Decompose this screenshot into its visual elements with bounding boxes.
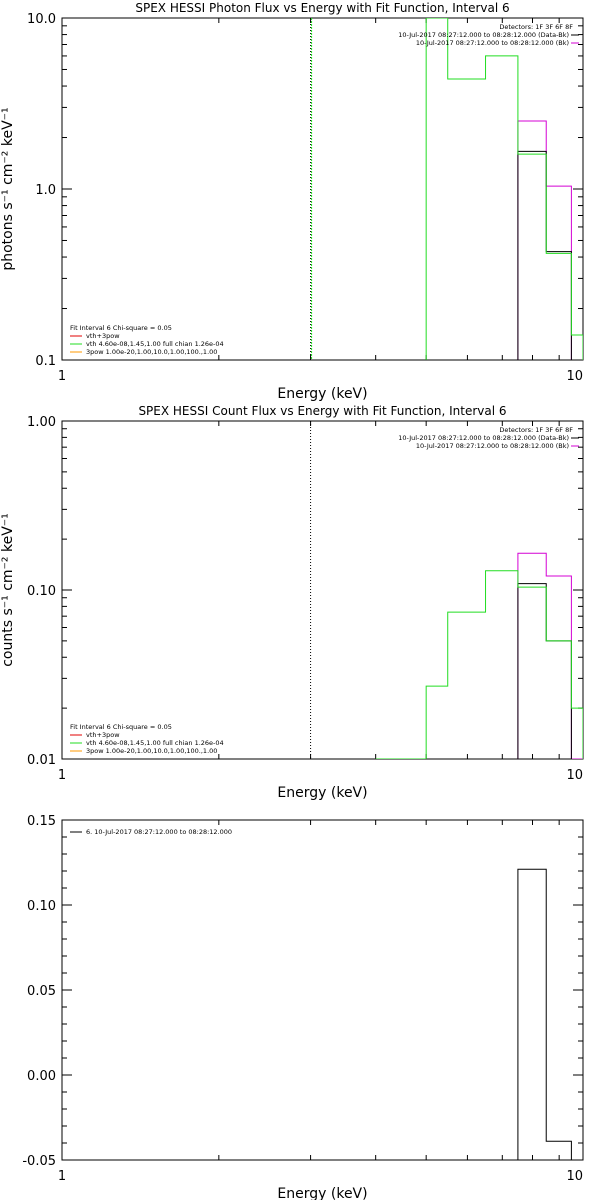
chart-title: SPEX HESSI Photon Flux vs Energy with Fi…: [135, 1, 509, 15]
fit-legend-header: Fit Interval 6 Chi-square = 0.05: [70, 723, 172, 731]
fit-legend-header: Fit Interval 6 Chi-square = 0.05: [70, 324, 172, 332]
fit-legend-item: 3pow 1.00e-20,1.00,10.0,1.00,100.,1.00: [86, 348, 217, 356]
y-tick-label: -0.05: [22, 1154, 56, 1169]
data-series-2: [517, 150, 572, 360]
chart-panel-3: 1 10 -0.05 0.00 0.05 0.10 0.15 Energy (keV) 6. 1…: [22, 814, 584, 1200]
legend-header: Detectors: 1F 3F 6F 8F: [499, 426, 573, 434]
y-tick-label: 0.05: [27, 984, 56, 999]
fit-legend-item: 3pow 1.00e-20,1.00,10.0,1.00,100.,1.00: [86, 747, 217, 755]
y-tick-label: 10.0: [27, 12, 56, 27]
fit-legend-item: vth 4.60e-08,1.45,1.00 full chian 1.26e-…: [86, 739, 224, 747]
chart-title: SPEX HESSI Count Flux vs Energy with Fit…: [138, 404, 506, 418]
data-series-2: [517, 583, 572, 759]
y-tick-label: 1.00: [27, 415, 56, 430]
data-layer: [310, 421, 583, 759]
y-tick-label: 0.1: [35, 354, 56, 369]
x-tick-label: 10: [566, 1169, 583, 1184]
y-tick-label: 0.00: [27, 1069, 56, 1084]
x-axis-label: Energy (keV): [277, 1186, 367, 1200]
data-series-3: [425, 18, 583, 360]
legend-item: 10-Jul-2017 08:27:12.000 to 08:28:12.000…: [398, 434, 569, 442]
x-tick-label: 1: [58, 369, 66, 384]
data-series-1: [517, 868, 572, 1160]
y-tick-label: 0.15: [27, 814, 56, 829]
y-tick-label: 0.10: [27, 584, 56, 599]
legend-item: 10-Jul-2017 08:27:12.000 to 08:28:12.000…: [398, 31, 569, 39]
fit-legend-item: vth+3pow: [86, 731, 120, 739]
data-series-1: [517, 120, 572, 360]
fit-legend-item: vth+3pow: [86, 332, 120, 340]
legend-item: 10-Jul-2017 08:27:12.000 to 08:28:12.000…: [416, 39, 569, 47]
x-axis-label: Energy (keV): [277, 785, 367, 801]
plot-frame: [61, 420, 584, 760]
x-tick-label: 1: [58, 768, 66, 783]
data-series-3: [375, 570, 583, 759]
legend-item: 10-Jul-2017 08:27:12.000 to 08:28:12.000…: [416, 442, 569, 450]
y-axis-label: photons s⁻¹ cm⁻² keV⁻¹: [0, 107, 16, 270]
data-series-1: [517, 552, 583, 759]
fit-legend-item: vth 4.60e-08,1.45,1.00 full chian 1.26e-…: [86, 340, 224, 348]
x-tick-label: 1: [58, 1169, 66, 1184]
data-layer: [310, 18, 583, 360]
x-tick-label: 10: [566, 369, 583, 384]
x-axis-label: Energy (keV): [277, 386, 367, 402]
plot-frame: [61, 819, 584, 1161]
data-layer: [517, 868, 572, 1160]
plot-frame: [61, 17, 584, 361]
y-tick-label: 0.01: [27, 753, 56, 768]
y-axis-label: counts s⁻¹ cm⁻² keV⁻¹: [0, 513, 16, 667]
chart-panel-2: 1 10 0.01 0.10 1.00 SPEX HESSI Count Flux vs …: [0, 404, 584, 801]
x-tick-label: 10: [566, 768, 583, 783]
chart-panel-1: 1 10 0.1 1.0 10.0 SPEX HESSI Photon Flux vs E…: [0, 1, 584, 402]
y-tick-label: 1.0: [35, 183, 56, 198]
y-tick-label: 0.10: [27, 899, 56, 914]
legend-item: 6. 10-Jul-2017 08:27:12.000 to 08:28:12.…: [86, 828, 232, 836]
legend-header: Detectors: 1F 3F 6F 8F: [499, 23, 573, 31]
